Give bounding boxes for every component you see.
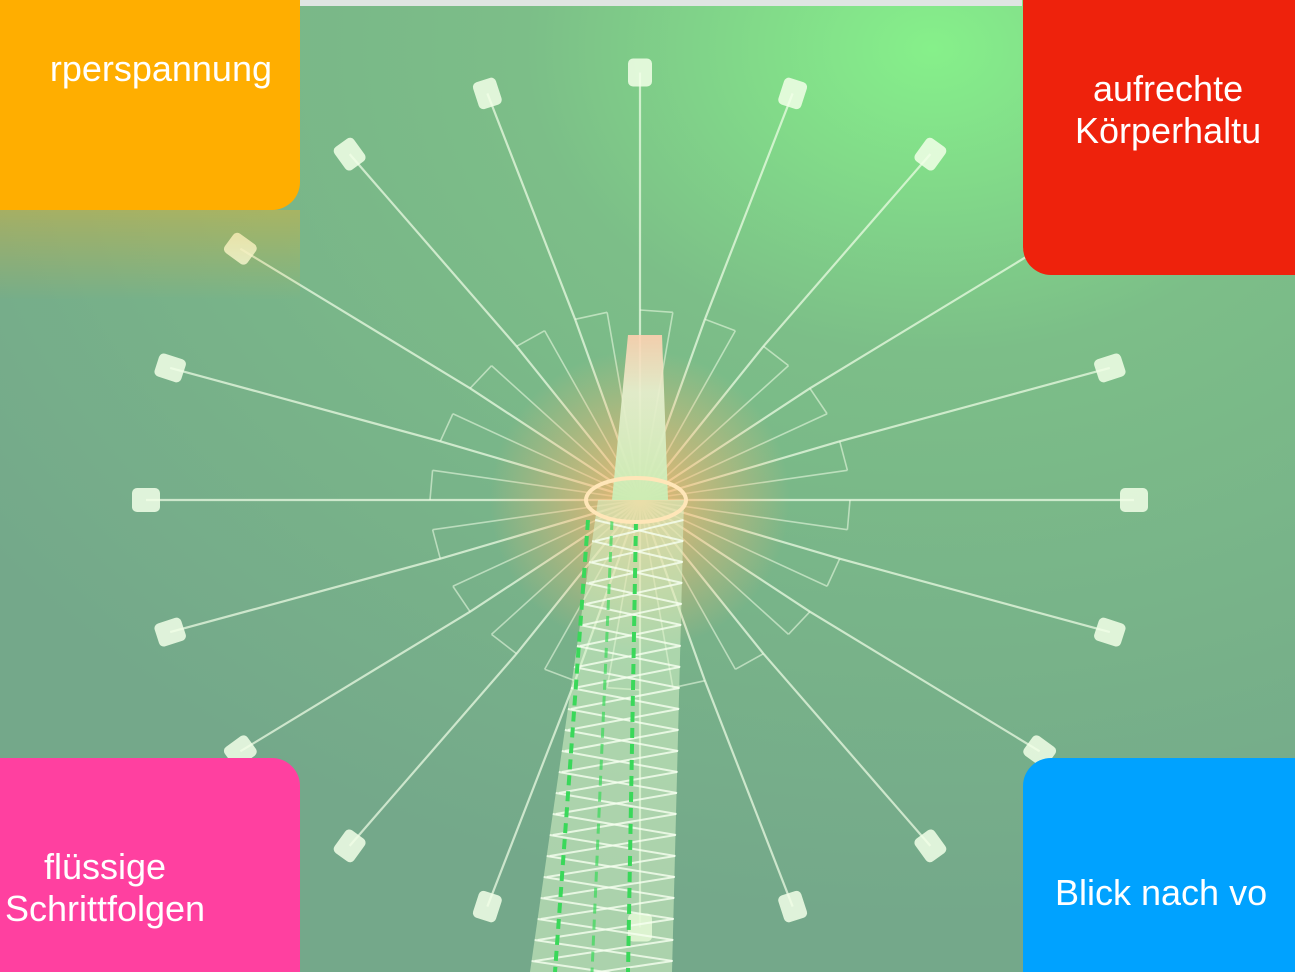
- tower-lattice: [564, 729, 679, 752]
- label-card-upright-posture: aufrechte Körperhaltu: [1023, 0, 1295, 275]
- tower-lattice: [537, 918, 674, 941]
- label-body-tension: rperspannung: [49, 48, 272, 89]
- label-card-look-ahead: Blick nach vo: [1023, 758, 1295, 972]
- carousel-seat: [154, 617, 186, 647]
- tower-lattice: [573, 666, 680, 689]
- carousel-seat: [778, 77, 808, 110]
- tower-lattice: [555, 792, 677, 815]
- tower-lattice: [567, 708, 679, 731]
- top-edge-strip: [300, 0, 1022, 6]
- carousel-seat: [132, 488, 160, 512]
- carousel-seat: [778, 890, 808, 923]
- carousel-seat: [1094, 617, 1126, 647]
- label-look-ahead: Blick nach vo: [1055, 872, 1268, 913]
- carousel-seat: [472, 77, 502, 110]
- tower-lattice: [546, 855, 676, 878]
- tower-lattice: [576, 645, 681, 668]
- label-card-body-tension: rperspannung: [0, 0, 300, 210]
- tower-lattice: [549, 834, 676, 857]
- tower-lattice: [570, 687, 680, 710]
- carousel-seat: [223, 232, 257, 265]
- carousel-seat: [333, 137, 366, 171]
- tower-lattice: [540, 897, 675, 920]
- tower-lattice: [558, 771, 678, 794]
- card-shadow: [0, 210, 300, 300]
- carousel-seat: [472, 890, 502, 923]
- tower-lattice: [579, 624, 682, 647]
- tower-lattice: [543, 876, 675, 899]
- label-card-fluid-steps: flüssige Schrittfolgen: [0, 758, 300, 972]
- tower-lattice: [561, 750, 678, 773]
- tower-lattice: [582, 603, 682, 626]
- label-fluid-steps: flüssige Schrittfolgen: [4, 846, 206, 929]
- carousel-seat: [154, 353, 186, 383]
- tower-lattice: [591, 540, 684, 563]
- carousel-seat: [333, 829, 366, 863]
- carousel-seat: [1094, 353, 1126, 383]
- carousel-seat: [914, 829, 947, 863]
- carousel-seat: [628, 58, 652, 87]
- label-upright-posture: aufrechte Körperhaltu: [1075, 68, 1262, 151]
- carousel-seat: [1120, 488, 1148, 512]
- tower-lattice: [552, 813, 677, 836]
- carousel-seat: [914, 137, 947, 171]
